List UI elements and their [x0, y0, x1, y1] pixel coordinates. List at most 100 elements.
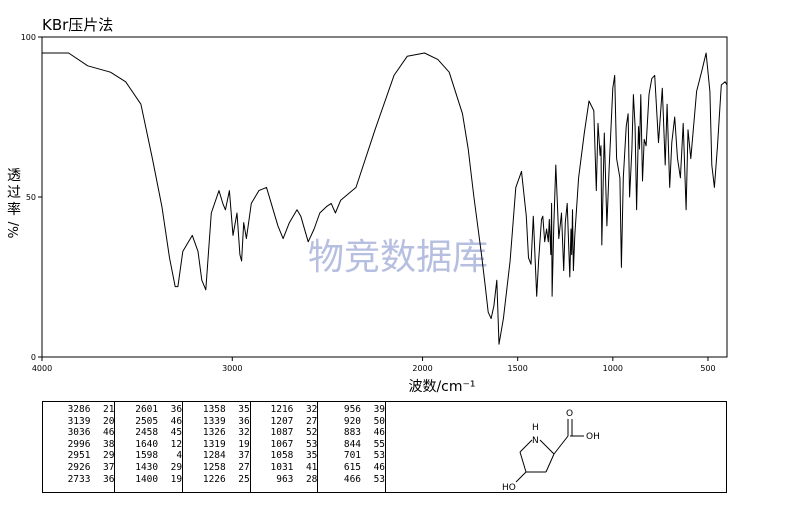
plot-frame	[41, 36, 728, 358]
peak-transmittance: 27	[305, 415, 318, 427]
peak-wavenumber: 615	[343, 461, 362, 473]
molecule-drawing: O OH HN HO	[502, 409, 600, 493]
peak-wavenumber: 883	[343, 427, 362, 439]
y-axis-label-unit: %/	[7, 221, 22, 238]
peak-row: 844 55	[318, 439, 385, 451]
peak-row: 1339 36	[183, 416, 250, 428]
y-axis-ticks: 100 50 0	[21, 33, 42, 362]
x-tick-label: 2000	[412, 364, 432, 373]
peak-row: 1598 4	[115, 450, 182, 462]
peak-row: 1067 53	[251, 439, 318, 451]
atom-o: O	[566, 409, 573, 419]
peak-wavenumber: 1358	[202, 404, 226, 415]
peak-row: 1319 19	[183, 439, 250, 451]
peak-transmittance: 28	[305, 473, 318, 485]
peak-row: 1400 19	[115, 474, 182, 486]
peak-transmittance: 32	[238, 427, 250, 439]
peak-wavenumber: 1031	[270, 461, 294, 473]
peak-wavenumber: 1216	[270, 404, 294, 415]
atom-oh: OH	[586, 432, 600, 442]
peak-wavenumber: 1400	[135, 473, 159, 485]
peak-transmittance: 53	[373, 450, 386, 462]
peak-transmittance: 19	[170, 473, 183, 485]
peak-table-column: 1358 35 1339 36 1326 32 1319 19 1284 37 1258 27 1226…	[183, 402, 251, 492]
peak-transmittance: 55	[373, 438, 386, 450]
x-axis-ticks: 4000 3000 2000 1500 1000 500	[32, 357, 716, 373]
peak-transmittance: 35	[238, 404, 250, 415]
peak-transmittance: 46	[373, 427, 386, 439]
peak-row: 1326 32	[183, 427, 250, 439]
peak-transmittance: 37	[103, 461, 115, 473]
peak-wavenumber: 2733	[67, 473, 91, 485]
peak-row: 1087 52	[251, 427, 318, 439]
peak-wavenumber: 2458	[135, 427, 159, 439]
peak-transmittance: 45	[170, 427, 183, 439]
peak-row: 615 46	[318, 462, 385, 474]
y-tick-label: 100	[21, 33, 36, 42]
peak-row: 1284 37	[183, 450, 250, 462]
peak-transmittance: 20	[103, 415, 115, 427]
y-axis-label-char: 率	[7, 201, 21, 218]
peak-row: 3036 46	[43, 427, 115, 439]
peak-row: 3286 21	[43, 404, 115, 416]
peak-wavenumber: 3036	[67, 427, 91, 439]
peak-wavenumber: 920	[343, 415, 362, 427]
peak-transmittance: 53	[305, 438, 318, 450]
peak-wavenumber: 963	[276, 473, 294, 485]
peak-row: 2926 37	[43, 461, 115, 474]
peak-row: 2996 38	[43, 438, 115, 451]
y-axis-label-char: 过	[7, 185, 21, 201]
peak-wavenumber: 844	[343, 438, 362, 450]
peak-transmittance: 46	[170, 415, 183, 427]
peak-transmittance: 36	[170, 404, 183, 415]
atom-n: N	[532, 436, 539, 446]
peak-wavenumber: 1087	[270, 427, 294, 439]
peak-transmittance: 38	[103, 438, 115, 450]
peak-row: 1258 27	[183, 462, 250, 474]
peak-transmittance: 52	[305, 427, 318, 439]
peak-row: 1226 25	[183, 474, 250, 486]
peak-transmittance: 53	[373, 473, 386, 485]
peak-wavenumber: 1430	[135, 461, 159, 473]
peak-row: 3139 20	[43, 415, 115, 428]
peak-row: 1058 35	[251, 450, 318, 462]
peak-transmittance: 4	[176, 450, 183, 462]
peak-wavenumber: 2951	[67, 450, 91, 462]
peak-wavenumber: 1598	[135, 450, 159, 462]
peak-row: 956 39	[318, 404, 385, 416]
x-axis-label: 波数/cm⁻¹	[408, 379, 475, 395]
peak-wavenumber: 466	[343, 473, 362, 485]
atom-ho: HO	[502, 483, 516, 492]
peak-row: 1430 29	[115, 462, 182, 474]
peak-table-column: 3286 21 3139 20 3036 46 2996 38 2951 29 2926 37 2733…	[43, 402, 116, 492]
peak-transmittance: 32	[305, 404, 318, 415]
peak-wavenumber: 701	[343, 450, 362, 462]
peak-wavenumber: 2601	[135, 404, 159, 415]
y-tick-label: 50	[26, 193, 36, 202]
peak-transmittance: 36	[103, 473, 115, 485]
peak-row: 2733 36	[43, 473, 115, 486]
peak-wavenumber: 1284	[202, 450, 226, 462]
peak-row: 1358 35	[183, 404, 250, 416]
x-tick-label: 500	[700, 364, 715, 373]
peak-transmittance: 12	[170, 438, 183, 450]
spectrum-line	[42, 52, 728, 345]
peak-row: 1207 27	[251, 416, 318, 428]
peak-transmittance: 39	[373, 404, 386, 415]
peak-wavenumber: 1326	[202, 427, 226, 439]
peak-table: 3286 21 3139 20 3036 46 2996 38 2951 29 2926 37 2733…	[42, 401, 727, 493]
peak-transmittance: 37	[238, 450, 250, 462]
peak-wavenumber: 1258	[202, 461, 226, 473]
peak-transmittance: 27	[238, 461, 250, 473]
peak-row: 963 28	[251, 473, 318, 486]
peak-transmittance: 35	[305, 450, 318, 462]
peak-row: 701 53	[318, 450, 385, 462]
peak-transmittance: 29	[170, 461, 183, 473]
peak-wavenumber: 3286	[67, 404, 91, 415]
atom-h: H	[532, 423, 539, 433]
peak-transmittance: 50	[373, 415, 386, 427]
watermark: 物竞数据库	[308, 237, 488, 278]
peak-table-column: 2601 36 2505 46 2458 45 1640 12 1598 4 1430 29 1400 1…	[115, 402, 184, 492]
peak-wavenumber: 2505	[135, 415, 159, 427]
